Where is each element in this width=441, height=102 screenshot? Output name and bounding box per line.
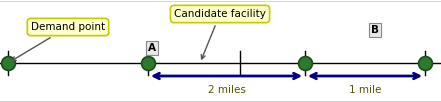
Point [4,62,11,64]
Text: Candidate facility: Candidate facility [174,9,266,59]
Text: B: B [371,25,379,35]
Text: 1 mile: 1 mile [349,85,381,95]
Point [145,62,152,64]
Point [302,62,309,64]
Text: Demand point: Demand point [12,22,105,61]
Point [422,62,429,64]
Text: A: A [148,43,156,53]
Text: 2 miles: 2 miles [208,85,246,95]
